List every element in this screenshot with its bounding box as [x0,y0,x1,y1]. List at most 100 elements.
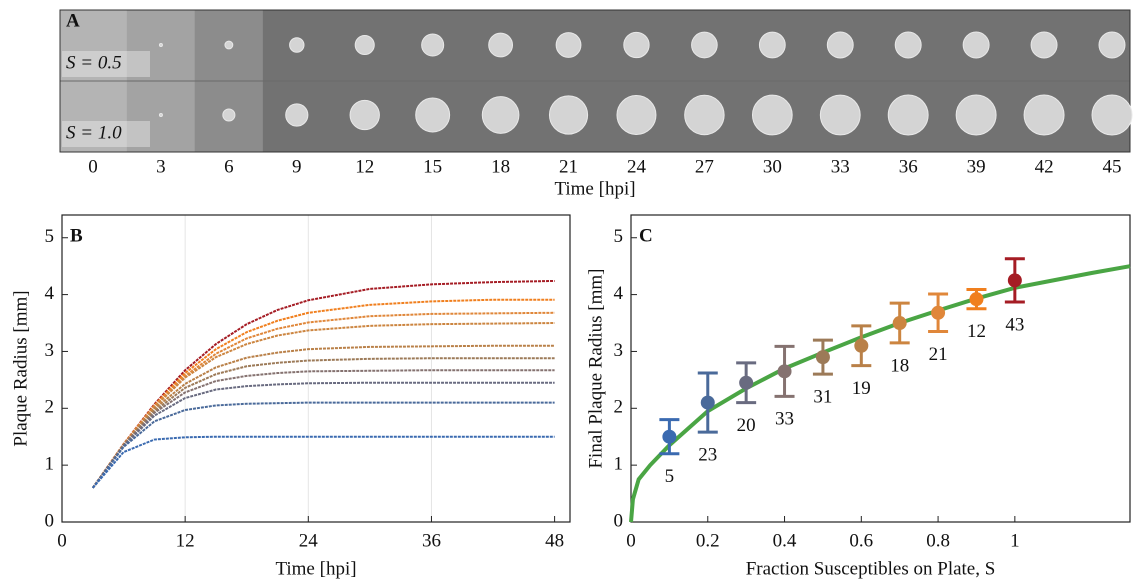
plaque [159,114,162,117]
line [93,370,555,488]
plaque [956,95,996,135]
plaque [692,32,718,58]
count-label: 20 [737,415,756,436]
x-axis-title: Time [hpi] [275,558,356,579]
plaque [489,33,513,57]
count-label: 12 [967,321,986,342]
plaque [223,109,235,121]
time-label: 30 [763,156,782,177]
x-tick-label: 1 [1010,530,1020,551]
time-label: 18 [491,156,510,177]
figure: 0369121518212427303336394245AS = 0.5S = … [0,0,1137,585]
plaque [1092,95,1132,135]
count-label: 33 [775,409,794,430]
x-tick-label: 24 [299,530,319,551]
line [93,358,555,488]
time-label: 12 [355,156,374,177]
x-tick-label: 12 [176,530,195,551]
plaque [290,38,304,52]
line [93,300,555,488]
plaque [1031,32,1057,58]
plaque [350,100,379,129]
x-tick-label: 48 [545,530,564,551]
point [1008,273,1022,287]
time-label: 9 [292,156,302,177]
axes-frame [631,215,1130,522]
row-label: S = 1.0 [66,122,122,143]
count-label: 43 [1005,314,1024,335]
y-tick-label: 3 [614,340,624,361]
panel-letter: C [639,225,653,246]
point [931,306,945,320]
x-tick-label: 0.8 [926,530,950,551]
plaque [895,32,921,58]
count-label: 19 [852,378,871,399]
page: {"panel_a": {"label": "A", "rows": ["S =… [0,0,1137,585]
point [816,350,830,364]
x-axis-title: Fraction Susceptibles on Plate, S [746,558,996,579]
row-label: S = 0.5 [66,52,122,73]
time-label: 0 [88,156,98,177]
x-tick-label: 36 [422,530,441,551]
line [93,403,555,488]
plaque [617,95,656,134]
y-tick-label: 2 [614,397,624,418]
time-label: 39 [967,156,986,177]
x-tick-label: 0.6 [849,530,873,551]
line [93,346,555,488]
y-axis-title: Final Plaque Radius [mm] [585,268,606,468]
count-label: 23 [698,445,717,466]
plaque [685,95,724,134]
point [739,376,753,390]
y-tick-label: 4 [614,283,624,304]
time-label: 33 [831,156,850,177]
plaque [1024,95,1064,135]
count-label: 31 [813,387,832,408]
y-tick-label: 5 [45,226,55,247]
y-tick-label: 3 [45,340,55,361]
plaque [422,34,444,56]
time-label: 42 [1035,156,1054,177]
y-tick-label: 0 [614,510,624,531]
time-label: 3 [156,156,166,177]
point [701,396,715,410]
time-label: 45 [1103,156,1122,177]
axes-frame [62,215,570,522]
point [778,364,792,378]
time-label: 24 [627,156,647,177]
plaque [556,33,581,58]
line [93,437,555,488]
point [893,316,907,330]
plaque [963,32,989,58]
x-axis-title: Time [hpi] [554,178,635,199]
x-tick-label: 0.2 [696,530,720,551]
plaque [888,95,928,135]
plaque [759,32,785,58]
plaque [827,32,853,58]
time-label: 15 [423,156,442,177]
y-tick-label: 1 [45,454,55,475]
plaque [355,35,374,54]
point [662,430,676,444]
time-label: 36 [899,156,918,177]
y-tick-label: 0 [45,510,55,531]
point [854,339,868,353]
point [969,292,983,306]
plaque [820,95,860,135]
y-axis-title: Plaque Radius [mm] [10,290,31,446]
y-tick-label: 2 [45,397,55,418]
count-label: 5 [665,466,675,487]
line [93,281,555,488]
time-label: 6 [224,156,234,177]
panel-letter: A [66,10,80,31]
x-tick-label: 0 [57,530,67,551]
fit-line [631,266,1130,522]
x-tick-label: 0.4 [773,530,797,551]
time-label: 21 [559,156,578,177]
count-label: 18 [890,355,909,376]
plaque [225,41,233,49]
y-tick-label: 4 [45,283,55,304]
y-tick-label: 5 [614,226,624,247]
plaque [159,44,162,47]
count-label: 21 [929,344,948,365]
